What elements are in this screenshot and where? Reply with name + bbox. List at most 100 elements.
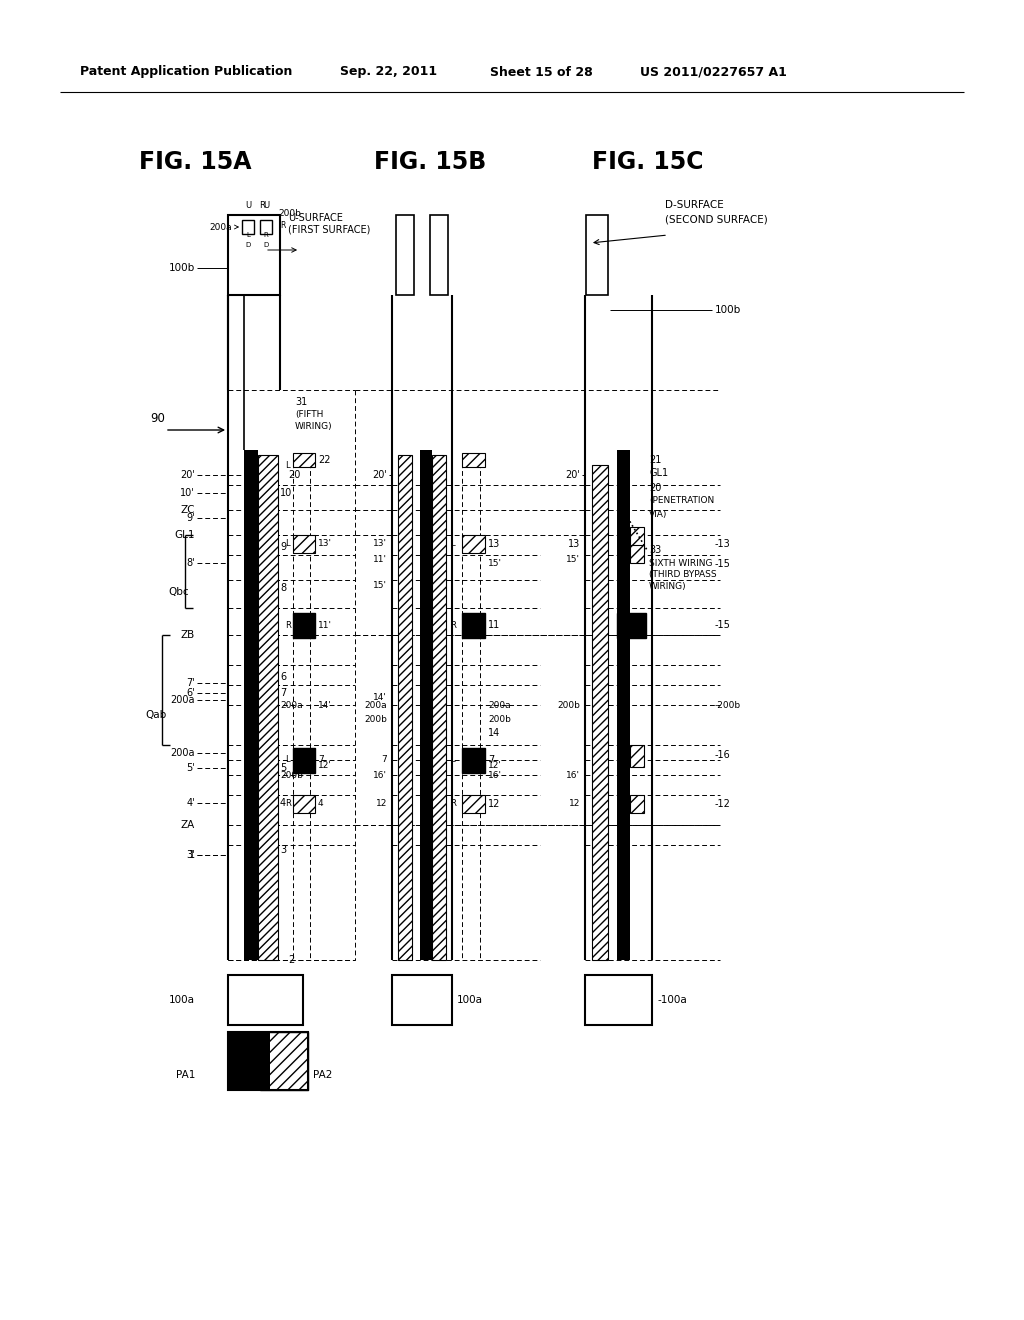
Text: L: L — [285, 755, 290, 764]
Text: 200a: 200a — [488, 701, 511, 710]
Bar — [462, 795, 485, 813]
Text: 200b: 200b — [365, 714, 387, 723]
Text: -16: -16 — [715, 750, 731, 760]
Text: GL1: GL1 — [649, 469, 668, 478]
Text: 200a: 200a — [365, 701, 387, 710]
Bar — [592, 465, 608, 960]
Text: 15': 15' — [566, 556, 580, 565]
Text: (THIRD BYPASS: (THIRD BYPASS — [649, 570, 717, 579]
Text: 100a: 100a — [457, 995, 483, 1005]
Bar — [293, 795, 315, 813]
Text: 13': 13' — [318, 540, 332, 549]
Text: 31: 31 — [295, 397, 307, 407]
Text: -13: -13 — [715, 539, 731, 549]
Text: 20: 20 — [288, 470, 300, 480]
Text: 100b: 100b — [715, 305, 741, 315]
Text: -12: -12 — [715, 799, 731, 809]
Text: PA1: PA1 — [176, 1071, 195, 1080]
Bar — [293, 453, 315, 467]
Text: Patent Application Publication: Patent Application Publication — [80, 66, 293, 78]
Text: L: L — [285, 540, 290, 549]
Text: 22: 22 — [318, 455, 331, 465]
Text: D-SURFACE: D-SURFACE — [665, 201, 724, 210]
Text: 200b: 200b — [280, 771, 303, 780]
Bar — [432, 455, 446, 960]
Text: L: L — [450, 755, 455, 764]
Text: 13': 13' — [373, 540, 387, 549]
Text: R: R — [280, 220, 286, 230]
Text: WIRING): WIRING) — [649, 582, 687, 591]
Text: 20': 20' — [565, 470, 580, 480]
Bar — [462, 748, 485, 774]
Text: 6: 6 — [280, 672, 286, 682]
Text: VIA): VIA) — [649, 510, 668, 519]
Text: 2: 2 — [288, 954, 294, 965]
Text: Sep. 22, 2011: Sep. 22, 2011 — [340, 66, 437, 78]
Bar — [462, 612, 485, 638]
Text: 8': 8' — [186, 558, 195, 568]
Bar — [293, 612, 315, 638]
Bar — [420, 450, 432, 960]
Text: 13: 13 — [488, 539, 501, 549]
Text: 100b: 100b — [169, 263, 195, 273]
Bar — [630, 527, 644, 552]
Bar — [430, 215, 449, 294]
Text: 1: 1 — [188, 850, 195, 861]
Bar — [396, 215, 414, 294]
Text: 200a: 200a — [171, 748, 195, 758]
Text: WIRING): WIRING) — [295, 421, 333, 430]
Text: -15: -15 — [715, 558, 731, 569]
Text: R: R — [450, 800, 456, 808]
Text: 7: 7 — [488, 755, 495, 766]
Bar — [630, 795, 644, 813]
Text: Qab: Qab — [145, 710, 166, 719]
Text: 11': 11' — [318, 620, 332, 630]
Text: 10': 10' — [180, 488, 195, 498]
Text: 12': 12' — [488, 760, 502, 770]
Bar — [228, 975, 303, 1026]
Text: 4: 4 — [318, 800, 324, 808]
Text: D: D — [246, 242, 251, 248]
Text: 20: 20 — [649, 483, 662, 492]
Text: 3: 3 — [280, 845, 286, 855]
Text: (FIFTH: (FIFTH — [295, 409, 324, 418]
Bar — [462, 453, 485, 467]
Text: 33: 33 — [649, 545, 662, 554]
Text: 200b: 200b — [278, 209, 301, 218]
Text: 9': 9' — [186, 513, 195, 523]
Text: 16': 16' — [488, 771, 502, 780]
Bar — [242, 220, 254, 234]
Text: 12: 12 — [488, 799, 501, 809]
Text: 14': 14' — [373, 693, 387, 701]
Text: -200b: -200b — [715, 701, 741, 710]
Text: 5: 5 — [280, 763, 287, 774]
Text: U: U — [263, 201, 269, 210]
Text: 11: 11 — [488, 620, 501, 630]
Bar — [630, 545, 644, 564]
Text: FIG. 15C: FIG. 15C — [592, 150, 703, 174]
Text: 200a: 200a — [209, 223, 232, 232]
Text: 9: 9 — [280, 543, 286, 552]
Text: 200a: 200a — [171, 696, 195, 705]
Bar — [228, 1032, 270, 1090]
Text: ZA: ZA — [181, 820, 195, 830]
Text: R: R — [285, 800, 291, 808]
Text: FIG. 15B: FIG. 15B — [374, 150, 486, 174]
Text: 20': 20' — [180, 470, 195, 480]
Text: 14: 14 — [488, 729, 501, 738]
Bar — [258, 455, 278, 960]
Text: 16': 16' — [566, 771, 580, 780]
Text: 6': 6' — [186, 688, 195, 698]
Text: Sheet 15 of 28: Sheet 15 of 28 — [490, 66, 593, 78]
Text: L: L — [450, 540, 455, 549]
Text: 13: 13 — [567, 539, 580, 549]
Text: 4': 4' — [186, 799, 195, 808]
Text: 5': 5' — [186, 763, 195, 774]
Text: 20': 20' — [372, 470, 387, 480]
Bar — [293, 535, 315, 553]
Text: FIG. 15A: FIG. 15A — [138, 150, 251, 174]
Text: 7: 7 — [280, 688, 287, 698]
Text: PA2: PA2 — [313, 1071, 333, 1080]
Text: 12: 12 — [376, 800, 387, 808]
Text: 7: 7 — [318, 755, 324, 764]
